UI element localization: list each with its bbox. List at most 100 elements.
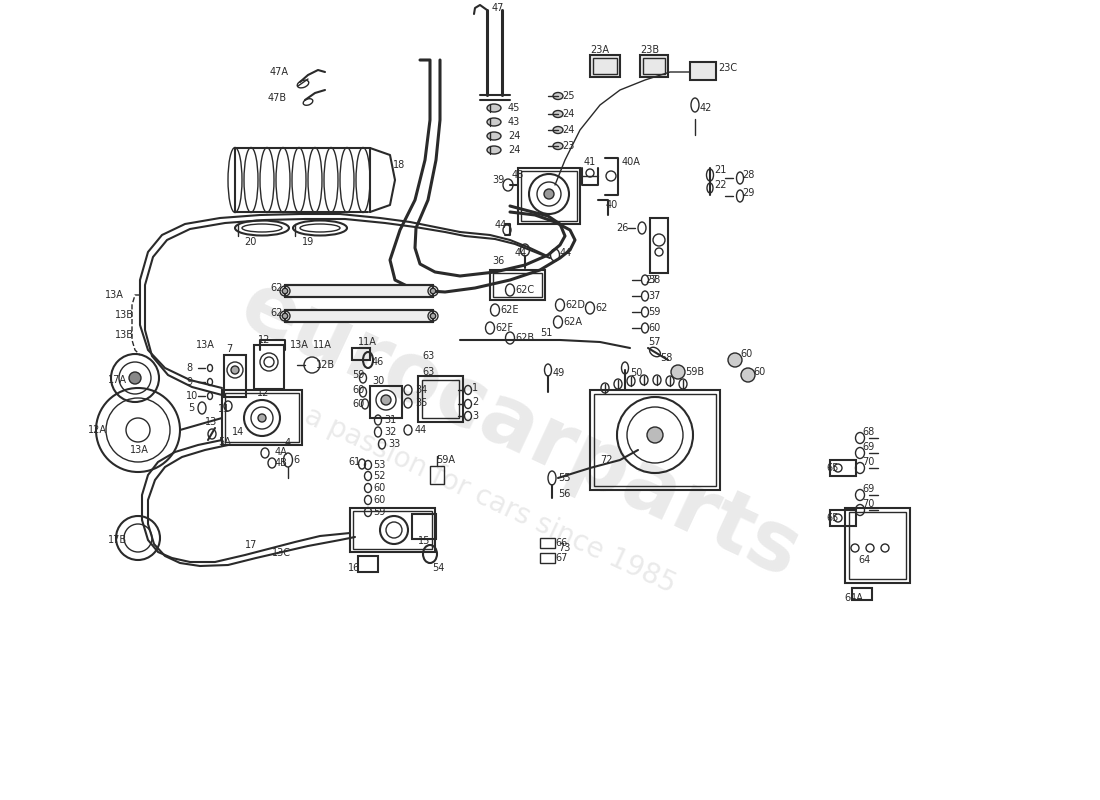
Text: 11A: 11A — [314, 340, 332, 350]
Text: 65: 65 — [826, 463, 838, 473]
Text: 49: 49 — [553, 368, 565, 378]
Text: 39: 39 — [492, 175, 504, 185]
Text: 42: 42 — [700, 103, 713, 113]
Text: 55: 55 — [558, 473, 571, 483]
Text: 47: 47 — [492, 3, 505, 13]
Bar — [640, 55, 668, 77]
Text: 13: 13 — [205, 417, 218, 427]
Text: 11A: 11A — [358, 337, 377, 347]
Text: 70: 70 — [862, 499, 874, 509]
Text: 13C: 13C — [272, 548, 292, 558]
Bar — [430, 466, 444, 484]
Text: 62C: 62C — [515, 285, 535, 295]
Bar — [490, 270, 544, 300]
Bar — [845, 508, 910, 583]
Text: 35: 35 — [415, 398, 428, 408]
Text: 73: 73 — [558, 543, 571, 553]
Circle shape — [728, 353, 743, 367]
Text: 16: 16 — [348, 563, 361, 573]
Text: 40: 40 — [606, 200, 618, 210]
Text: 17: 17 — [245, 540, 257, 550]
Text: 60: 60 — [740, 349, 752, 359]
Bar — [650, 218, 668, 273]
Text: 4B: 4B — [275, 458, 288, 468]
Text: 34: 34 — [415, 385, 427, 395]
Text: 62: 62 — [270, 308, 283, 318]
Text: 3: 3 — [472, 411, 478, 421]
Text: 44: 44 — [560, 248, 572, 258]
Ellipse shape — [487, 146, 500, 154]
Bar — [285, 285, 433, 297]
Text: 44: 44 — [515, 248, 527, 258]
Bar — [518, 168, 580, 224]
Text: 47B: 47B — [268, 93, 287, 103]
Bar — [540, 538, 556, 548]
Text: 13A: 13A — [290, 340, 309, 350]
Bar — [521, 171, 578, 221]
Circle shape — [544, 189, 554, 199]
Text: 46: 46 — [372, 357, 384, 367]
Text: 26: 26 — [616, 223, 628, 233]
Text: 62E: 62E — [500, 305, 518, 315]
Text: 17B: 17B — [108, 535, 128, 545]
Text: 18: 18 — [393, 160, 405, 170]
Text: 59: 59 — [373, 507, 385, 517]
Bar — [418, 376, 463, 422]
Bar — [352, 348, 370, 360]
Ellipse shape — [553, 93, 563, 99]
Bar — [590, 390, 720, 490]
Bar — [593, 58, 617, 74]
Text: 8: 8 — [186, 363, 192, 373]
Text: 53: 53 — [373, 460, 385, 470]
Bar — [644, 58, 666, 74]
Text: 63: 63 — [422, 351, 435, 361]
Text: 5: 5 — [188, 403, 195, 413]
Text: 14: 14 — [232, 427, 244, 437]
Text: 59B: 59B — [685, 367, 704, 377]
Text: 48: 48 — [512, 170, 525, 180]
Text: 47A: 47A — [270, 67, 289, 77]
Text: 27: 27 — [645, 275, 658, 285]
Text: 62A: 62A — [563, 317, 582, 327]
Bar — [412, 514, 436, 539]
Text: 64A: 64A — [844, 593, 862, 603]
Text: 57: 57 — [648, 337, 660, 347]
Text: 72: 72 — [600, 455, 613, 465]
Circle shape — [258, 414, 266, 422]
Text: 59: 59 — [648, 307, 660, 317]
Circle shape — [231, 366, 239, 374]
Ellipse shape — [487, 104, 500, 112]
Text: 21: 21 — [714, 165, 726, 175]
Text: 12A: 12A — [88, 425, 107, 435]
Text: 63: 63 — [422, 367, 435, 377]
Text: 54: 54 — [432, 563, 444, 573]
Text: 62B: 62B — [515, 333, 535, 343]
Text: 23C: 23C — [718, 63, 737, 73]
Circle shape — [283, 288, 288, 294]
Bar — [226, 393, 299, 442]
Text: 68: 68 — [862, 427, 874, 437]
Text: 24: 24 — [508, 131, 520, 141]
Text: 5A: 5A — [218, 437, 231, 447]
Text: 20: 20 — [244, 237, 256, 247]
Text: 44: 44 — [495, 220, 507, 230]
Text: 52: 52 — [373, 471, 385, 481]
Text: 28: 28 — [742, 170, 755, 180]
Text: 17A: 17A — [108, 375, 126, 385]
Text: 60: 60 — [373, 483, 385, 493]
Text: 13A: 13A — [130, 445, 148, 455]
Text: 45: 45 — [508, 103, 520, 113]
Text: 36: 36 — [492, 256, 504, 266]
Text: 2: 2 — [472, 397, 478, 407]
Text: 61: 61 — [348, 457, 361, 467]
Ellipse shape — [487, 118, 500, 126]
Ellipse shape — [487, 132, 500, 140]
Text: 62: 62 — [270, 283, 283, 293]
Text: 62D: 62D — [565, 300, 585, 310]
Text: 56: 56 — [558, 489, 571, 499]
Text: 13A: 13A — [104, 290, 124, 300]
Circle shape — [430, 314, 436, 318]
Text: 51: 51 — [540, 328, 552, 338]
Text: 60: 60 — [352, 385, 364, 395]
Text: 40A: 40A — [621, 157, 641, 167]
